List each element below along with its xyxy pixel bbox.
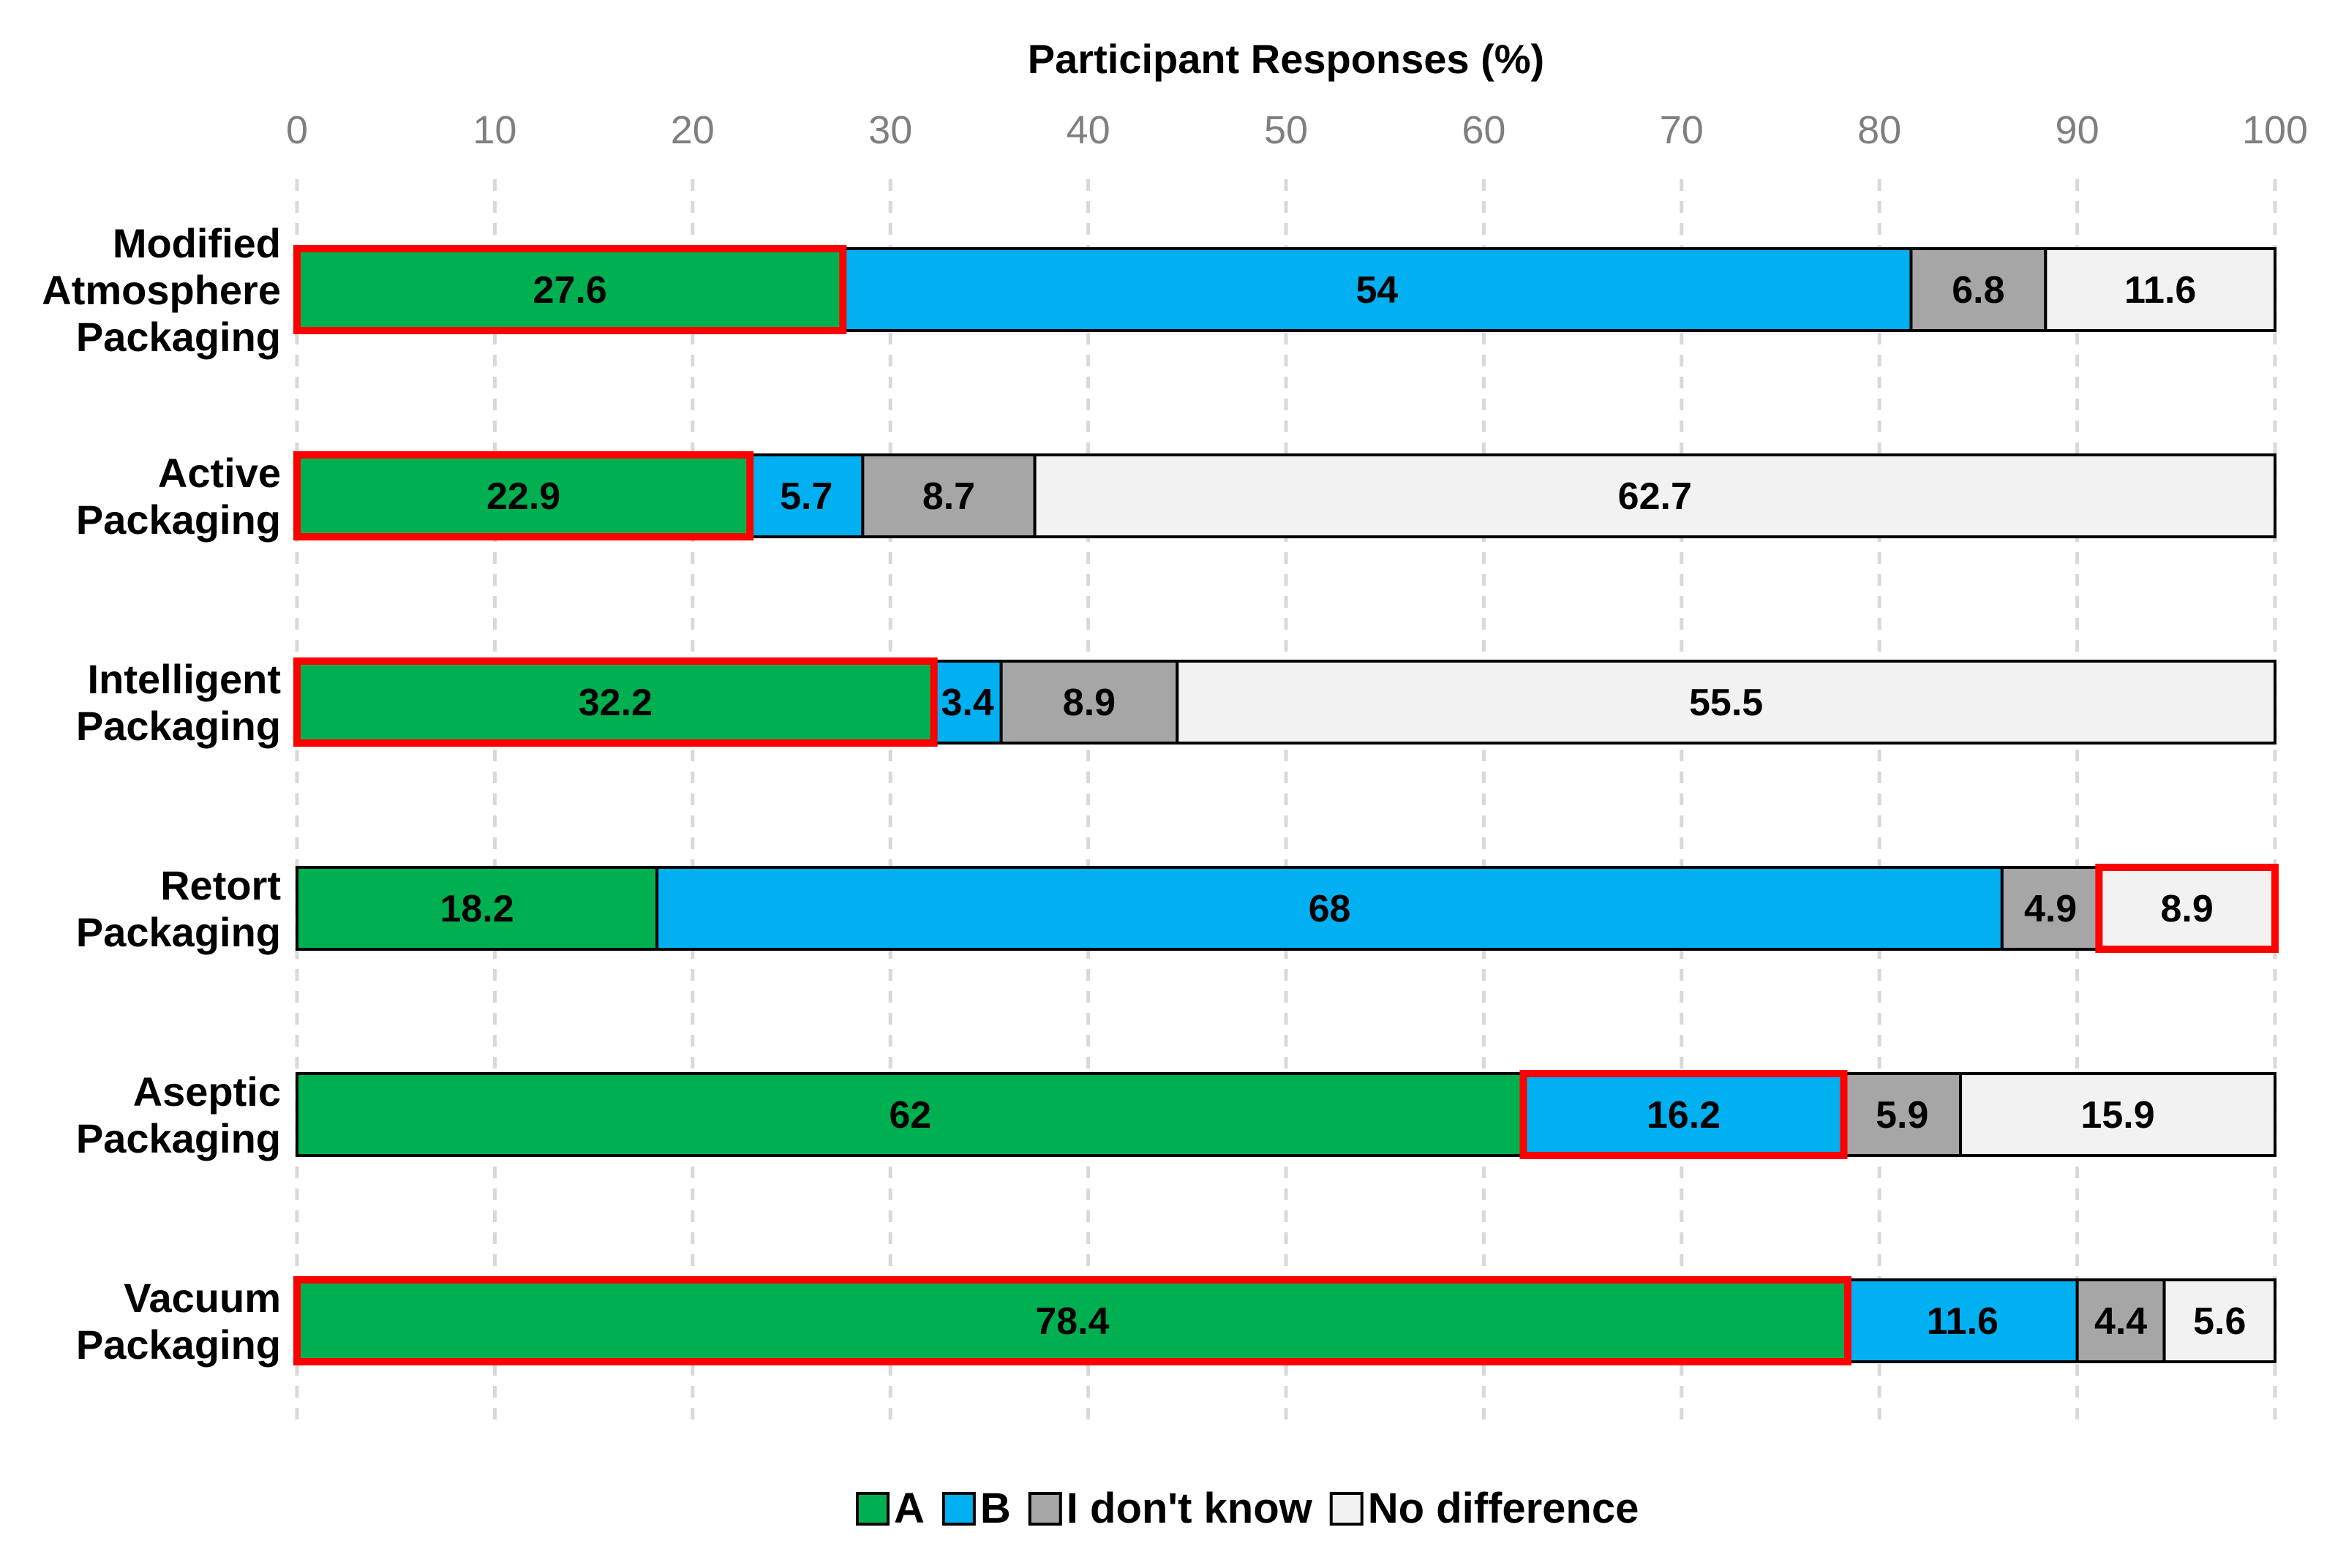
bar-segment-modified-atmosphere-packaging-a [296, 247, 845, 332]
bar-segment-aseptic-packaging-i-don-t-know [1842, 1072, 1963, 1157]
data-label-active-packaging-i-don-t-know: 8.7 [922, 475, 975, 518]
category-label-modified-atmosphere-packaging-line-1: Atmosphere [42, 267, 281, 313]
data-label-aseptic-packaging-a: 62 [889, 1094, 931, 1137]
bar-segment-active-packaging-i-don-t-know [861, 453, 1037, 538]
data-label-intelligent-packaging-i-don-t-know: 8.9 [1063, 682, 1116, 724]
highlight-box-retort-packaging-no-difference [2095, 864, 2279, 953]
x-tick-label-40: 40 [1067, 108, 1110, 152]
data-label-retort-packaging-no-difference: 8.9 [2161, 888, 2214, 930]
data-label-retort-packaging-i-don-t-know: 4.9 [2024, 888, 2077, 930]
gridlines [295, 179, 2277, 1422]
bar-segment-aseptic-packaging-no-difference [1959, 1072, 2276, 1157]
legend-swatch-i-don-t-know [1028, 1492, 1062, 1526]
bar-segment-retort-packaging-a [296, 866, 659, 951]
x-axis-title: Participant Responses (%) [1028, 36, 1544, 82]
highlight-box-intelligent-packaging-a [293, 657, 938, 747]
category-label-aseptic-packaging-line-1: Packaging [76, 1115, 281, 1161]
legend-label-no-difference: No difference [1368, 1485, 1639, 1532]
bar-segment-vacuum-packaging-i-don-t-know [2075, 1278, 2166, 1363]
category-label-modified-atmosphere-packaging-line-2: Packaging [76, 314, 281, 360]
category-label-intelligent-packaging-line-0: Intelligent [88, 656, 281, 702]
bar-segment-active-packaging-b [748, 453, 865, 538]
data-label-active-packaging-a: 22.9 [486, 475, 560, 518]
data-label-intelligent-packaging-no-difference: 55.5 [1689, 682, 1763, 724]
x-tick-label-100: 100 [2242, 108, 2308, 152]
bar-segment-aseptic-packaging-a [296, 1072, 1525, 1157]
bar-segment-intelligent-packaging-a [296, 660, 936, 745]
x-tick-label-20: 20 [671, 108, 715, 152]
x-tick-label-0: 0 [286, 108, 308, 152]
x-tick-label-30: 30 [868, 108, 912, 152]
data-label-modified-atmosphere-packaging-b: 54 [1355, 269, 1398, 312]
data-label-aseptic-packaging-i-don-t-know: 5.9 [1876, 1094, 1928, 1137]
category-label-modified-atmosphere-packaging-line-0: Modified [113, 220, 281, 266]
legend-swatch-a [856, 1492, 890, 1526]
x-tick-label-90: 90 [2056, 108, 2099, 152]
bar-segment-active-packaging-no-difference [1033, 453, 2276, 538]
category-label-vacuum-packaging-line-1: Packaging [76, 1322, 281, 1368]
x-tick-label-70: 70 [1660, 108, 1704, 152]
x-axis-ticks: 0 10 20 30 40 50 60 70 80 90 100 [286, 108, 2308, 152]
highlight-box-active-packaging-a [293, 451, 754, 540]
data-label-retort-packaging-a: 18.2 [440, 888, 514, 930]
data-label-vacuum-packaging-no-difference: 5.6 [2193, 1300, 2246, 1343]
data-label-aseptic-packaging-no-difference: 15.9 [2080, 1094, 2154, 1137]
data-label-intelligent-packaging-a: 32.2 [579, 682, 653, 724]
legend-label-b: B [980, 1485, 1011, 1532]
category-label-intelligent-packaging-line-1: Packaging [76, 703, 281, 749]
x-tick-label-60: 60 [1462, 108, 1505, 152]
data-label-retort-packaging-b: 68 [1309, 888, 1351, 930]
bar-segment-intelligent-packaging-i-don-t-know [999, 660, 1179, 745]
data-label-vacuum-packaging-b: 11.6 [1927, 1300, 1999, 1343]
data-label-vacuum-packaging-a: 78.4 [1035, 1300, 1109, 1343]
highlight-box-aseptic-packaging-b [1519, 1070, 1848, 1159]
highlight-box-modified-atmosphere-packaging-a [293, 245, 847, 334]
bar-segment-retort-packaging-b [655, 866, 2004, 951]
data-label-modified-atmosphere-packaging-i-don-t-know: 6.8 [1952, 269, 2004, 312]
bar-segment-modified-atmosphere-packaging-i-don-t-know [1909, 247, 2048, 332]
bars: 27.6 54 6.8 11.6 22.9 5.7 8.7 62.7 32.2 3.4 8.9 55.… [293, 245, 2279, 1365]
category-label-vacuum-packaging-line-0: Vacuum [124, 1275, 281, 1321]
legend-label-i-don-t-know: I don't know [1067, 1485, 1313, 1532]
category-label-aseptic-packaging-line-0: Aseptic [133, 1068, 281, 1115]
bar-segment-retort-packaging-i-don-t-know [2000, 866, 2101, 951]
bar-segment-modified-atmosphere-packaging-no-difference [2044, 247, 2276, 332]
data-label-intelligent-packaging-b: 3.4 [941, 682, 994, 724]
bar-segment-aseptic-packaging-b [1522, 1072, 1846, 1157]
bar-segment-intelligent-packaging-b [932, 660, 1003, 745]
category-label-retort-packaging-line-0: Retort [160, 862, 281, 908]
data-label-active-packaging-no-difference: 62.7 [1618, 475, 1692, 518]
category-label-retort-packaging-line-1: Packaging [76, 909, 281, 955]
legend: A B I don't know No difference [856, 1485, 1639, 1532]
bar-segment-vacuum-packaging-no-difference [2162, 1278, 2276, 1363]
data-label-aseptic-packaging-b: 16.2 [1647, 1094, 1721, 1137]
x-tick-label-50: 50 [1264, 108, 1308, 152]
data-label-modified-atmosphere-packaging-a: 27.6 [533, 269, 607, 312]
bar-segment-retort-packaging-no-difference [2097, 866, 2276, 951]
bar-segment-intelligent-packaging-no-difference [1176, 660, 2276, 745]
legend-swatch-b [941, 1492, 976, 1526]
data-label-active-packaging-b: 5.7 [780, 475, 832, 518]
legend-label-a: A [894, 1485, 925, 1532]
x-tick-label-80: 80 [1857, 108, 1901, 152]
data-label-modified-atmosphere-packaging-no-difference: 11.6 [2124, 269, 2196, 312]
category-label-active-packaging-line-0: Active [158, 450, 281, 496]
highlight-box-vacuum-packaging-a [293, 1276, 1851, 1365]
legend-swatch-no-difference [1329, 1492, 1364, 1526]
category-labels: ModifiedAtmospherePackagingActivePackagi… [42, 220, 281, 1368]
data-label-vacuum-packaging-i-don-t-know: 4.4 [2094, 1300, 2147, 1343]
category-label-active-packaging-line-1: Packaging [76, 497, 281, 543]
x-tick-label-10: 10 [473, 108, 516, 152]
